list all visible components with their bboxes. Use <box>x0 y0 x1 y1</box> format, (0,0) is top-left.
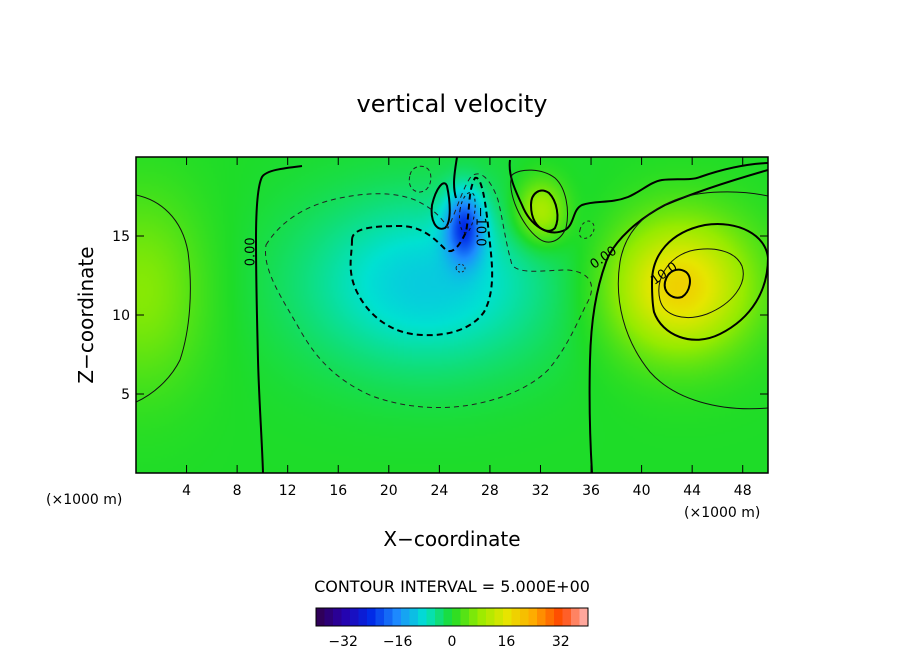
x-tick-label: 32 <box>532 483 550 499</box>
x-tick-label: 24 <box>430 483 448 499</box>
zero-contour-top-tongue <box>453 157 458 199</box>
x-tick-label: 28 <box>481 483 499 499</box>
x-tick-label: 16 <box>329 483 347 499</box>
colorbar-segment <box>435 608 444 626</box>
colorbar-segment <box>418 608 427 626</box>
colorbar-segment <box>545 608 555 626</box>
pos-contour-5-left <box>136 194 191 403</box>
neg-contour-small-top <box>408 165 432 193</box>
colorbar-segment <box>358 608 368 626</box>
colorbar-segment <box>384 608 393 626</box>
colorbar-segment <box>443 608 453 626</box>
colorbar-segment <box>511 608 521 626</box>
pos-contour-5-right <box>617 191 768 410</box>
colorbar-segment <box>503 608 512 626</box>
x-unit-right: (×1000 m) <box>684 505 760 521</box>
colorbar-segment <box>333 608 342 626</box>
colorbar-ticks: −32 −16 0 16 32 <box>328 634 569 650</box>
pos-contour-10-right <box>650 223 768 341</box>
y-tick-label: 10 <box>112 308 130 324</box>
colorbar-segment <box>375 608 385 626</box>
colorbar-segment <box>528 608 538 626</box>
pos-contour-10-top <box>529 189 559 232</box>
zero-contour-top-lobes <box>508 159 768 234</box>
colorbar-segment <box>367 608 376 626</box>
colorbar-segment <box>324 608 334 626</box>
y-tick-label: 5 <box>121 387 130 403</box>
colorbar-segment <box>409 608 419 626</box>
x-axis-label: X−coordinate <box>383 527 520 551</box>
colorbar-segment <box>579 608 589 626</box>
neg-contour-small-right <box>578 220 595 239</box>
contour-label: −10.0 <box>472 207 487 247</box>
pos-contour-15-right <box>658 248 744 318</box>
y-axis-ticks: 5 10 15 <box>112 229 768 403</box>
zero-contour-right <box>588 169 768 473</box>
colorbar-segment <box>392 608 402 626</box>
colorbar-segment <box>537 608 546 626</box>
pos-contour-5-top <box>510 169 569 243</box>
x-tick-label: 4 <box>182 483 191 499</box>
x-tick-label: 8 <box>233 483 242 499</box>
velocity-field <box>136 157 768 473</box>
colorbar: −32 −16 0 16 32 <box>315 607 589 650</box>
colorbar-segment <box>426 608 436 626</box>
contour-interval-text: CONTOUR INTERVAL = 5.000E+00 <box>314 577 590 596</box>
colorbar-segment <box>460 608 470 626</box>
colorbar-tick-label: 0 <box>448 634 457 650</box>
contour-label: 0.00 <box>244 237 259 266</box>
colorbar-segments <box>315 607 589 627</box>
colorbar-segment <box>316 608 325 626</box>
colorbar-tick-label: 32 <box>552 634 570 650</box>
zero-contour-small-loop <box>430 182 451 230</box>
neg-contour-15 <box>459 191 476 234</box>
colorbar-frame <box>315 607 589 627</box>
colorbar-segment <box>554 608 563 626</box>
x-tick-label: 12 <box>279 483 297 499</box>
colorbar-tick-label: −32 <box>328 634 358 650</box>
colorbar-segment <box>341 608 351 626</box>
neg-contour-tiny <box>455 263 466 273</box>
x-tick-label: 20 <box>380 483 398 499</box>
neg-contour-10 <box>349 176 494 337</box>
colorbar-segment <box>401 608 410 626</box>
colorbar-segment <box>562 608 572 626</box>
zero-contour-left <box>254 165 303 473</box>
x-tick-label: 40 <box>633 483 651 499</box>
y-axis-label: Z−coordinate <box>74 246 98 383</box>
y-tick-label: 15 <box>112 229 130 245</box>
colorbar-segment <box>494 608 504 626</box>
x-unit-left: (×1000 m) <box>46 492 122 508</box>
pos-contour-20-right <box>663 268 691 299</box>
contour-lines <box>136 157 768 473</box>
colorbar-segment <box>452 608 461 626</box>
colorbar-segment <box>571 608 580 626</box>
colorbar-segment <box>469 608 478 626</box>
x-tick-label: 36 <box>582 483 600 499</box>
x-tick-label: 48 <box>734 483 752 499</box>
colorbar-segment <box>486 608 495 626</box>
x-tick-label: 44 <box>683 483 701 499</box>
chart-title: vertical velocity <box>357 90 548 118</box>
x-axis-ticks: 4 8 12 16 20 24 28 32 36 40 44 48 <box>182 157 752 499</box>
colorbar-segment <box>350 608 359 626</box>
colorbar-tick-label: −16 <box>383 634 413 650</box>
colorbar-segment <box>520 608 529 626</box>
colorbar-tick-label: 16 <box>497 634 515 650</box>
colorbar-segment <box>477 608 487 626</box>
